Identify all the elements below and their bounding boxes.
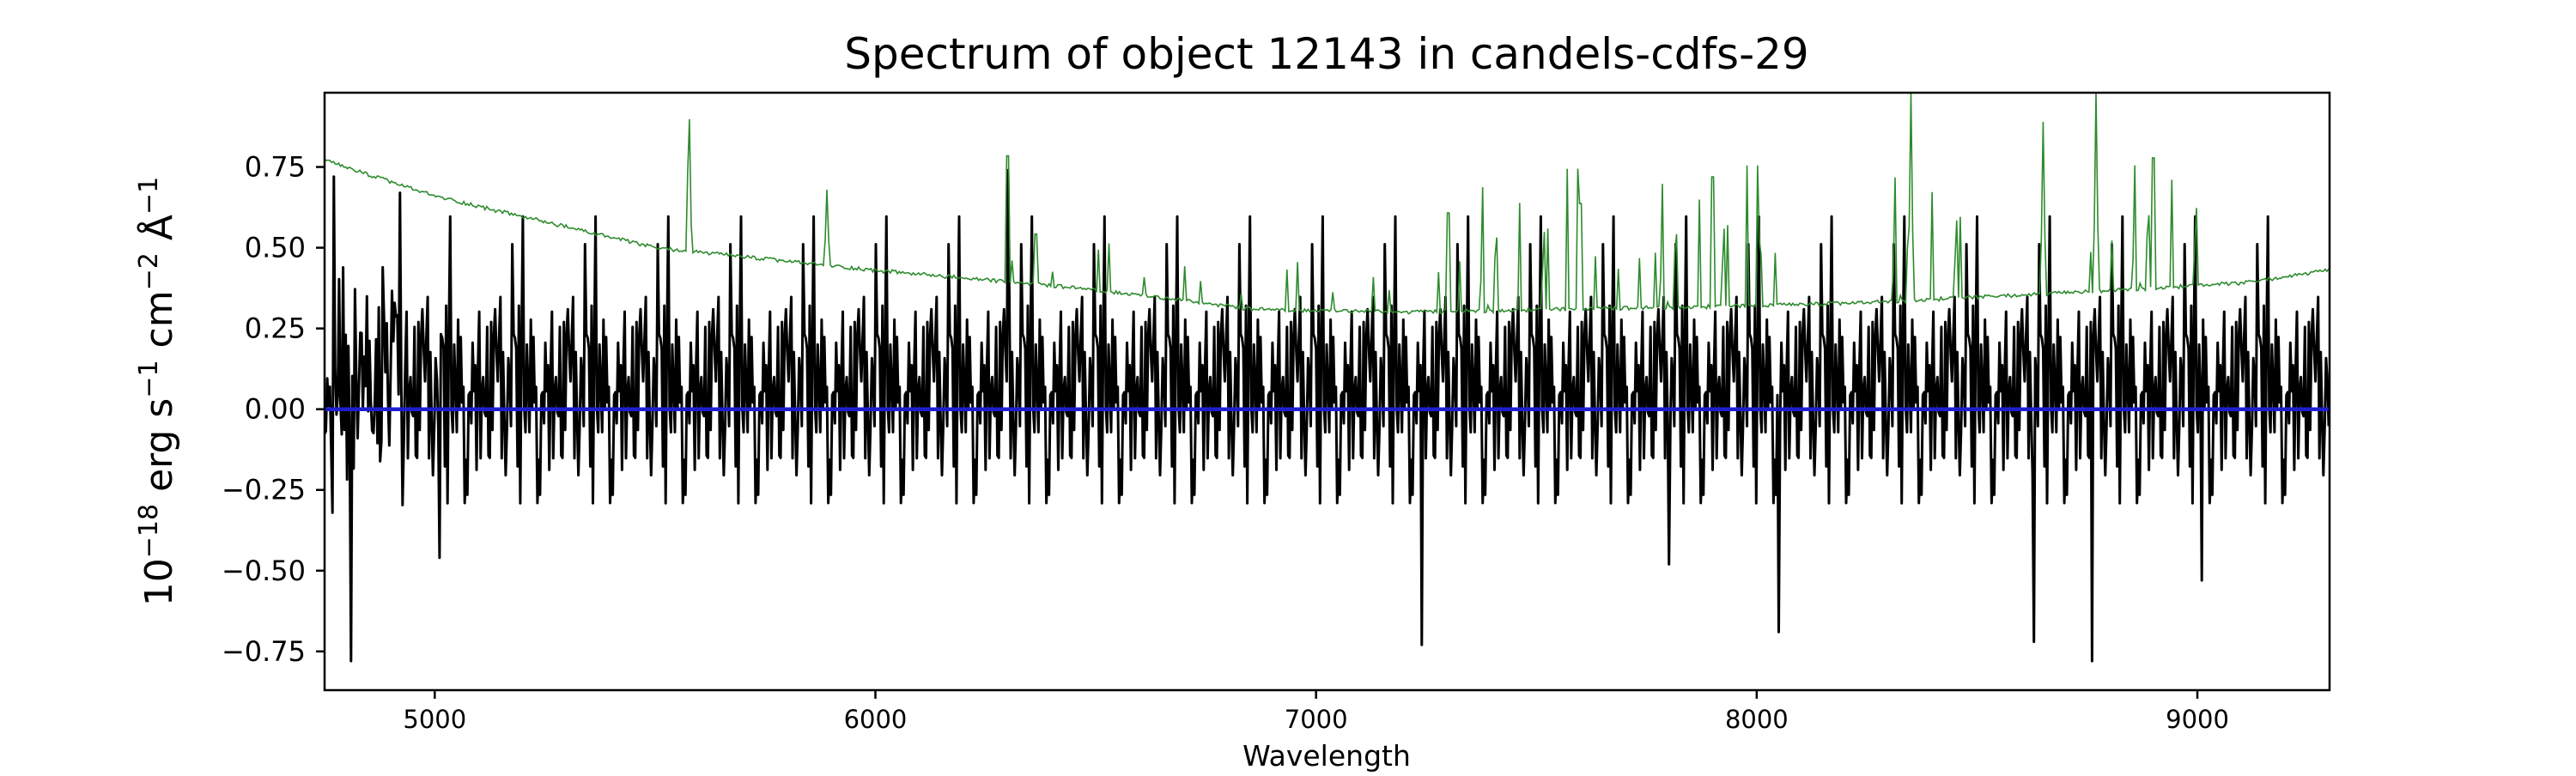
- x-axis: 5000 6000 7000 8000 9000: [403, 690, 2229, 734]
- y-tick-label: 0.00: [245, 393, 306, 426]
- x-tick-label: 8000: [1725, 705, 1789, 734]
- y-tick-label: 0.25: [245, 312, 306, 345]
- ylabel-unit: Å: [136, 215, 181, 240]
- x-tick-label: 5000: [403, 705, 466, 734]
- y-axis: 0.75 0.50 0.25 0.00 −0.25 −0.50 −0.75: [222, 151, 325, 668]
- series-layer: [325, 93, 2330, 663]
- y-tick-label: −0.25: [222, 474, 306, 506]
- y-tick-label: 0.75: [245, 151, 306, 184]
- ylabel-cm: cm: [137, 290, 181, 348]
- plot-frame: [323, 91, 2331, 692]
- x-tick-label: 9000: [2166, 705, 2229, 734]
- x-axis-label: Wavelength: [1242, 739, 1411, 773]
- model-spectrum-line: [325, 93, 2330, 315]
- x-tick-label: 6000: [844, 705, 908, 734]
- x-tick-label: 7000: [1285, 705, 1348, 734]
- ylabel-base: 10: [137, 558, 181, 606]
- ylabel-erg: erg s: [137, 398, 181, 492]
- y-tick-label: 0.50: [245, 232, 306, 264]
- ylabel-exp-cm: −2: [134, 252, 164, 290]
- chart-title: Spectrum of object 12143 in candels-cdfs…: [844, 29, 1809, 79]
- y-axis-label: 10−18 erg s−1 cm−2 Å−1: [134, 177, 181, 606]
- y-tick-label: −0.50: [222, 555, 306, 587]
- flux-spectrum-line: [325, 168, 2330, 663]
- ylabel-exp-s: −1: [134, 360, 164, 397]
- ylabel-exp: −18: [134, 504, 164, 558]
- y-tick-label: −0.75: [222, 635, 306, 668]
- ylabel-exp-a: −1: [134, 177, 164, 215]
